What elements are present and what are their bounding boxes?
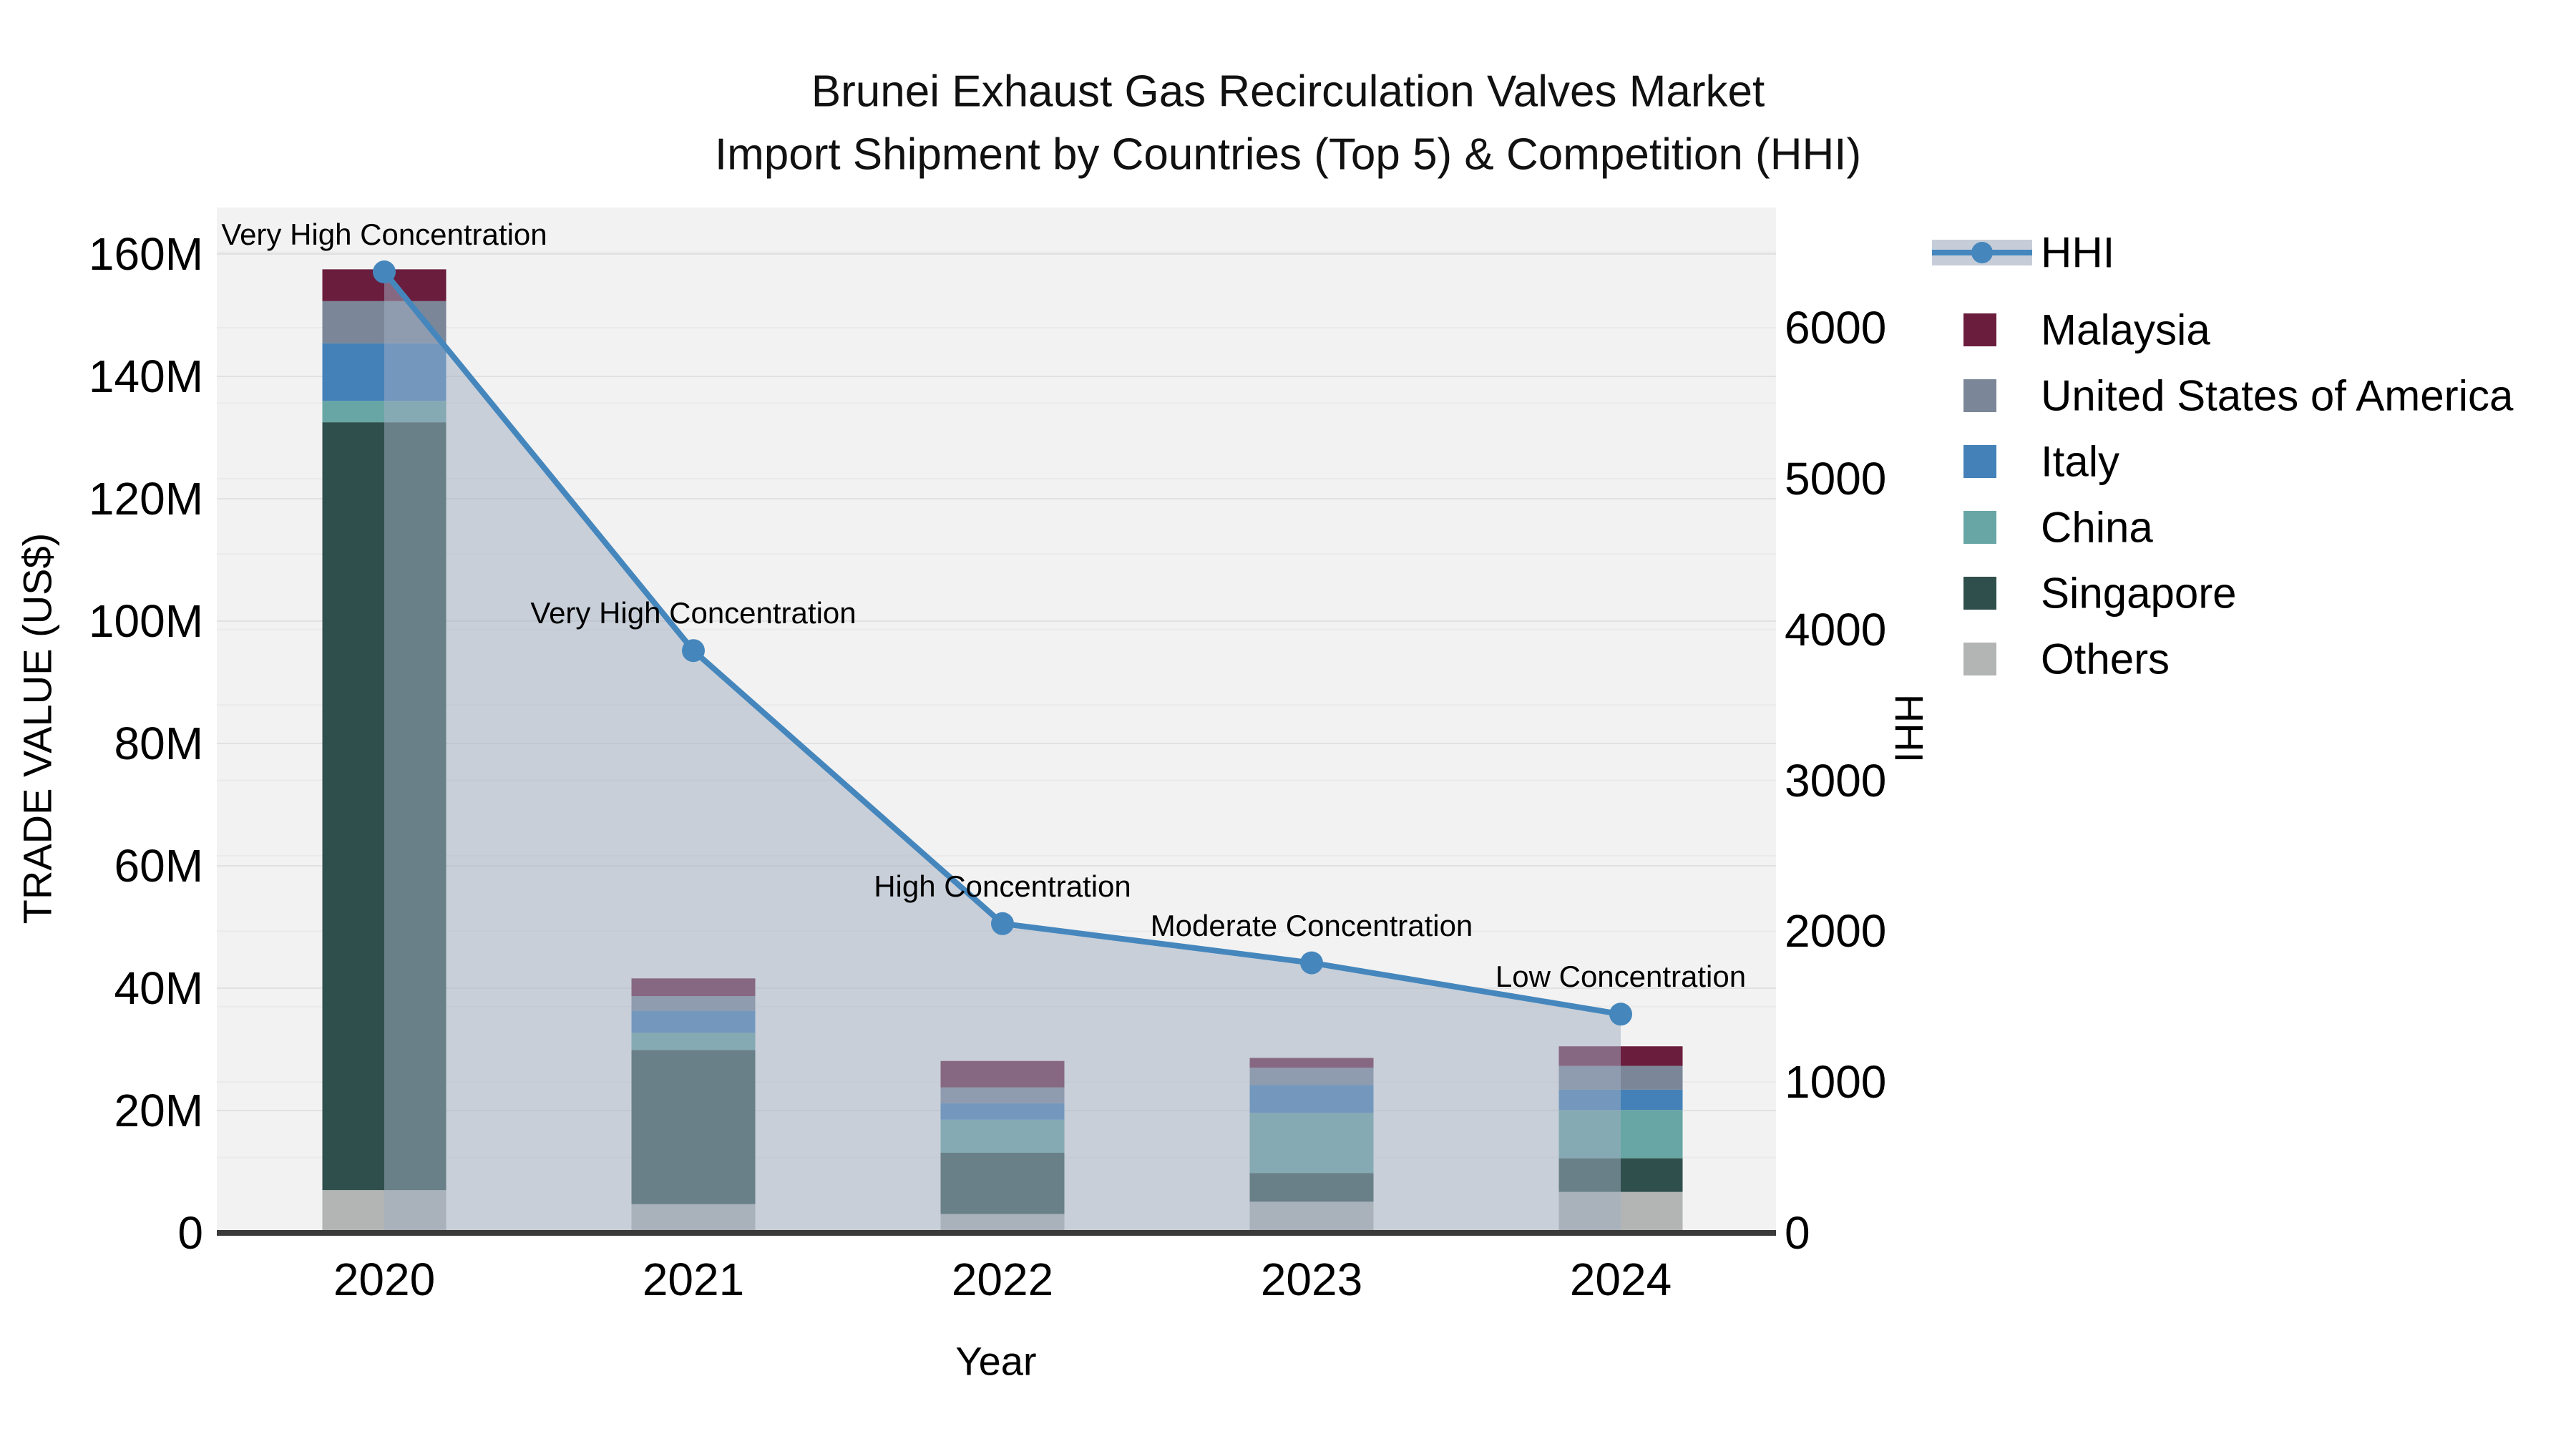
hhi-area-fill bbox=[384, 272, 1621, 1233]
legend-swatch-singapore bbox=[1963, 577, 1996, 610]
y-tick-left-60M: 60M bbox=[114, 840, 204, 892]
y-tick-left-80M: 80M bbox=[114, 718, 204, 769]
x-axis-line bbox=[217, 1230, 1776, 1236]
y-tick-right-3000: 3000 bbox=[1785, 754, 1887, 806]
legend-swatch-china bbox=[1963, 511, 1996, 544]
x-tick-2020: 2020 bbox=[333, 1254, 436, 1305]
y-tick-left-40M: 40M bbox=[114, 962, 204, 1014]
chart-title-line1: Brunei Exhaust Gas Recirculation Valves … bbox=[811, 67, 1765, 117]
y-axis-title-left: TRADE VALUE (US$) bbox=[14, 532, 60, 924]
x-tick-2024: 2024 bbox=[1569, 1254, 1672, 1305]
hhi-marker-2020 bbox=[373, 260, 396, 284]
hhi-marker-2022 bbox=[991, 912, 1014, 935]
annotation-2023: Moderate Concentration bbox=[1150, 908, 1473, 942]
y-axis-title-right: HHI bbox=[1886, 693, 1932, 763]
x-tick-2023: 2023 bbox=[1260, 1254, 1363, 1305]
y-tick-right-0: 0 bbox=[1785, 1207, 1810, 1259]
annotation-2022: High Concentration bbox=[874, 869, 1131, 903]
y-tick-left-120M: 120M bbox=[88, 473, 203, 525]
annotation-2021: Very High Concentration bbox=[530, 596, 857, 630]
legend-swatch-malaysia bbox=[1963, 313, 1996, 346]
legend-item-italy: Italy bbox=[2041, 437, 2120, 486]
hhi-marker-2024 bbox=[1609, 1002, 1632, 1026]
hhi-marker-2021 bbox=[682, 639, 705, 663]
x-tick-2022: 2022 bbox=[951, 1254, 1054, 1305]
annotation-2024: Low Concentration bbox=[1495, 960, 1747, 994]
legend-item-others: Others bbox=[2041, 635, 2170, 683]
y-tick-right-4000: 4000 bbox=[1785, 603, 1887, 655]
legend-swatch-italy bbox=[1963, 445, 1996, 478]
y-tick-left-140M: 140M bbox=[88, 351, 203, 402]
y-tick-right-6000: 6000 bbox=[1785, 302, 1887, 354]
y-tick-left-0: 0 bbox=[177, 1207, 203, 1259]
legend-item-singapore: Singapore bbox=[2041, 569, 2237, 618]
legend-item-malaysia: Malaysia bbox=[2041, 306, 2210, 354]
y-tick-right-2000: 2000 bbox=[1785, 905, 1887, 957]
y-tick-right-5000: 5000 bbox=[1785, 452, 1887, 504]
legend-hhi-marker-icon bbox=[1971, 242, 1993, 263]
y-tick-right-1000: 1000 bbox=[1785, 1056, 1887, 1108]
x-tick-2021: 2021 bbox=[642, 1254, 745, 1305]
y-tick-left-20M: 20M bbox=[114, 1085, 204, 1136]
legend-swatch-usa bbox=[1963, 379, 1996, 412]
legend-item-china: China bbox=[2041, 503, 2153, 552]
chart-title-line2: Import Shipment by Countries (Top 5) & C… bbox=[714, 130, 1862, 180]
y-tick-left-160M: 160M bbox=[88, 228, 203, 280]
legend-item-usa: United States of America bbox=[2041, 371, 2514, 420]
legend-swatch-others bbox=[1963, 643, 1996, 675]
annotation-2020: Very High Concentration bbox=[221, 218, 547, 251]
hhi-marker-2023 bbox=[1300, 951, 1323, 975]
y-tick-left-100M: 100M bbox=[88, 595, 203, 647]
x-axis-title: Year bbox=[955, 1338, 1037, 1384]
legend-item-hhi: HHI bbox=[2041, 228, 2115, 277]
